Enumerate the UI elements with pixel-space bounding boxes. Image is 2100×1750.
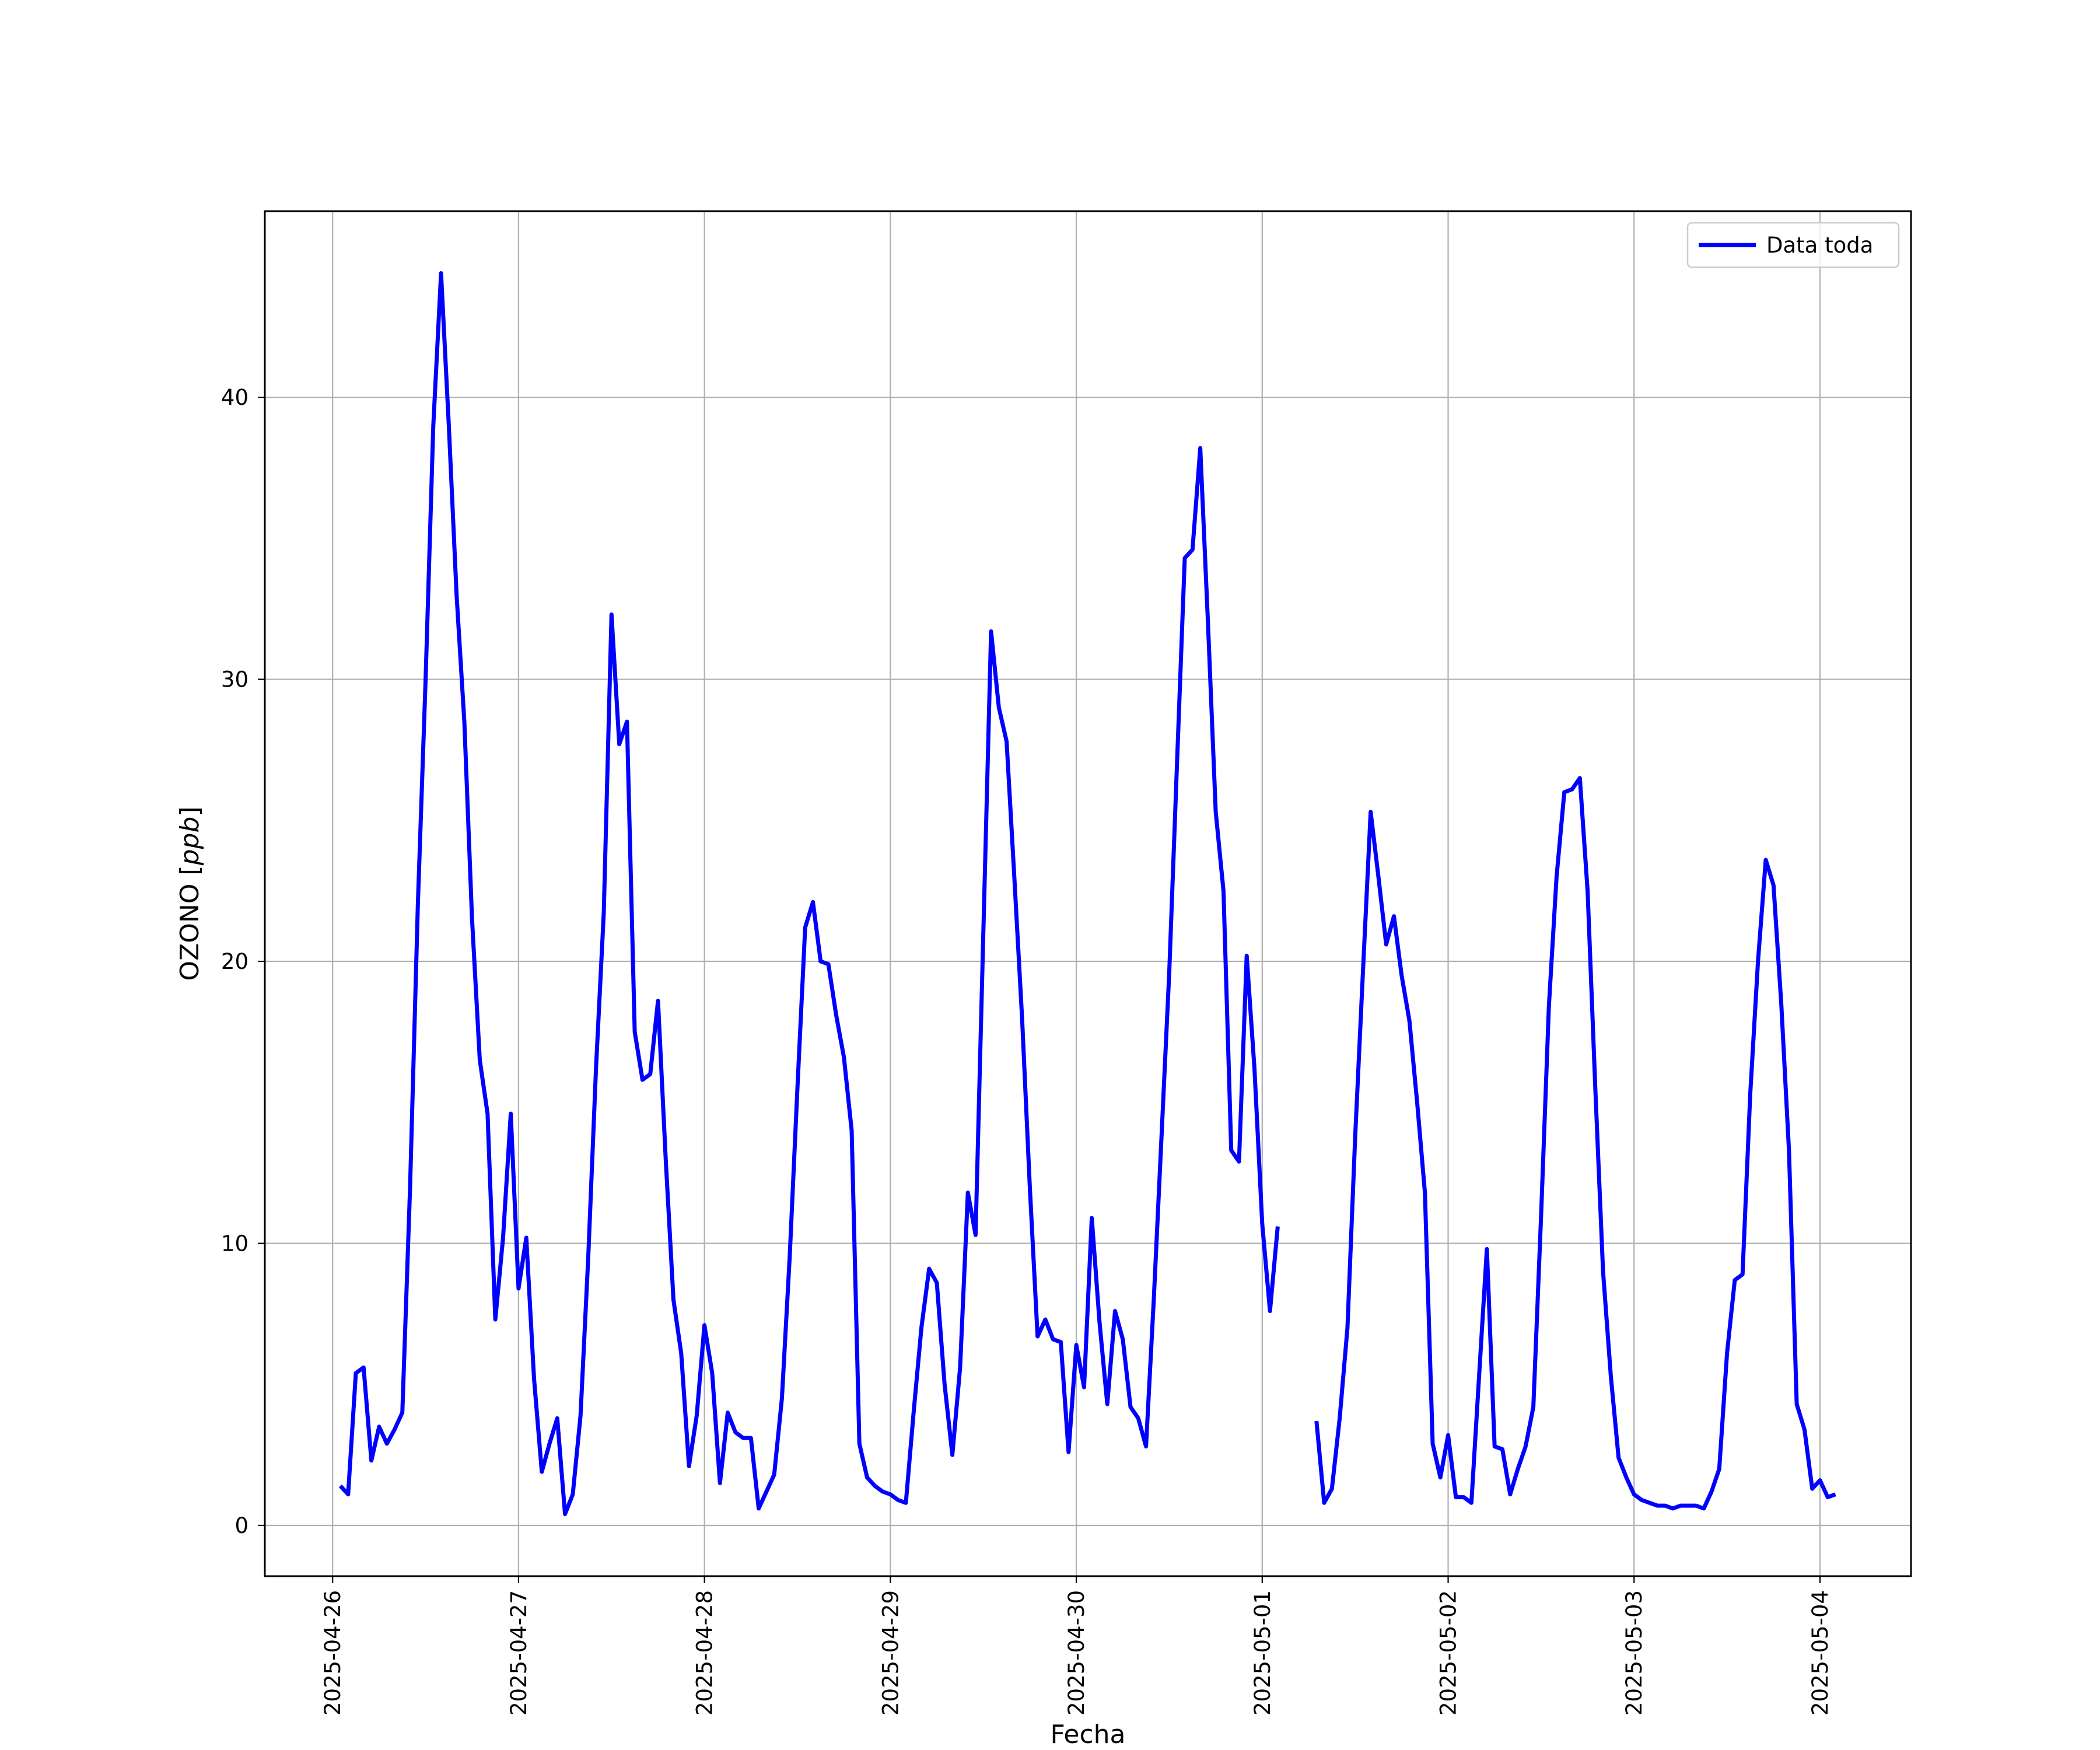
y-axis-label-main: OZONO: [175, 884, 205, 981]
plot-background: [265, 211, 1911, 1576]
x-tick-label: 2025-04-29: [878, 1590, 903, 1716]
legend-label: Data toda: [1766, 233, 1873, 258]
x-tick-label: 2025-05-02: [1436, 1590, 1461, 1716]
y-tick-label: 40: [221, 385, 249, 410]
x-tick-label: 2025-05-03: [1622, 1590, 1647, 1716]
x-tick-label: 2025-04-27: [506, 1590, 531, 1716]
x-axis-label: Fecha: [1050, 1720, 1125, 1749]
y-axis-label: OZONO [ppb]: [175, 806, 205, 981]
x-tick-label: 2025-05-04: [1808, 1590, 1833, 1716]
x-tick-label: 2025-04-26: [320, 1590, 345, 1716]
y-axis-label-bracket-close: ]: [175, 806, 205, 816]
legend-box: [1686, 222, 1900, 268]
y-axis-label-bracket-open: [: [175, 865, 205, 883]
series-line-segment: [338, 271, 1280, 1517]
series-layer: [338, 271, 1836, 1517]
y-tick-label: 10: [221, 1231, 249, 1256]
x-tick-label: 2025-05-01: [1250, 1590, 1275, 1716]
x-axis-ticks: 2025-04-26 2025-04-27 2025-04-28 2025-04-29…: [320, 1576, 1833, 1716]
y-tick-label: 0: [235, 1513, 249, 1538]
x-tick-label: 2025-04-30: [1064, 1590, 1089, 1716]
x-gridlines: [332, 211, 1821, 1576]
x-tick-label: 2025-04-28: [692, 1590, 718, 1716]
y-tick-label: 20: [221, 949, 249, 974]
y-gridlines: [265, 396, 1911, 1527]
plot-frame: [264, 210, 1912, 1577]
y-axis-ticks: 0 10 20 30 40: [221, 385, 265, 1538]
legend: Data toda: [1686, 222, 1900, 268]
y-axis-label-unit: ppb: [175, 817, 205, 866]
y-tick-label: 30: [221, 667, 249, 692]
series-line-segment: [1314, 776, 1836, 1511]
